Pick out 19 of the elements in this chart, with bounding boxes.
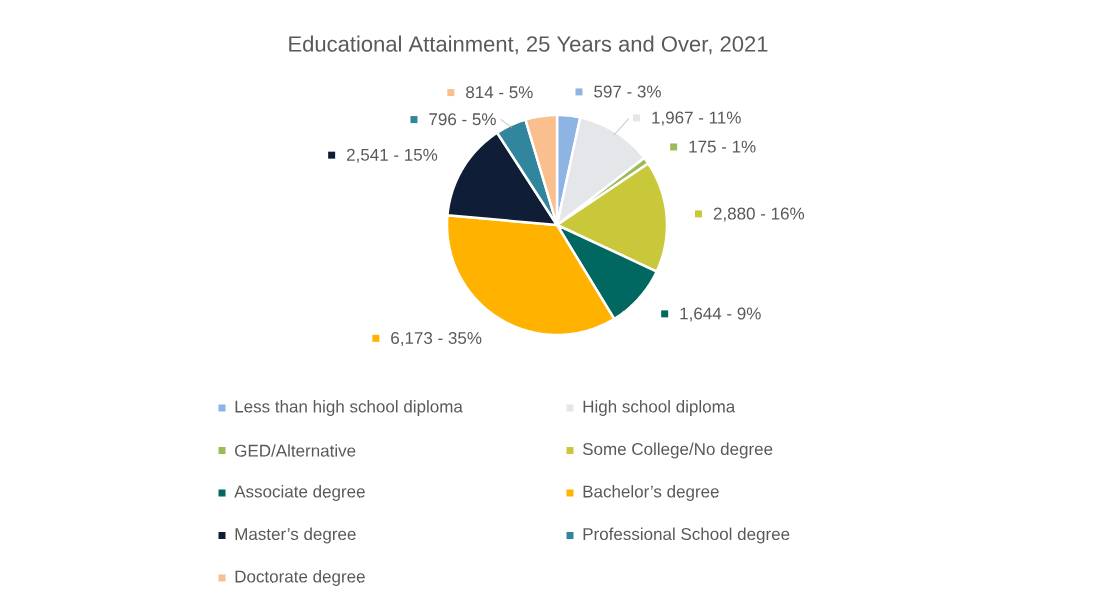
legend-label: Bachelor’s degree xyxy=(583,485,719,501)
legend-label: Some College/No degree xyxy=(582,442,773,459)
data-label: 1,967 - 11% xyxy=(652,111,741,126)
legend-label: Professional School degree xyxy=(583,527,790,544)
data-label: 1,644 - 9% xyxy=(680,307,761,322)
data-label: 175 - 1% xyxy=(689,140,756,153)
data-label: 796 - 5% xyxy=(429,113,496,126)
data-label: 597 - 3% xyxy=(594,85,661,98)
legend-label: GED/Alternative xyxy=(235,444,356,457)
chart-title: Educational Attainment, 25 Years and Over, 2021 xyxy=(289,35,768,55)
data-label: 814 - 5% xyxy=(466,86,533,99)
data-label: 6,173 - 35% xyxy=(391,331,482,347)
legend-label: Associate degree xyxy=(234,485,365,501)
data-label: 2,880 - 16% xyxy=(713,207,805,222)
legend-label: Doctorate degree xyxy=(235,570,365,586)
legend-label: Less than high school diploma xyxy=(235,400,463,416)
legend-label: Master’s degree xyxy=(235,527,356,544)
data-label: 2,541 - 15% xyxy=(347,148,438,163)
legend-label: High school diploma xyxy=(583,400,736,416)
